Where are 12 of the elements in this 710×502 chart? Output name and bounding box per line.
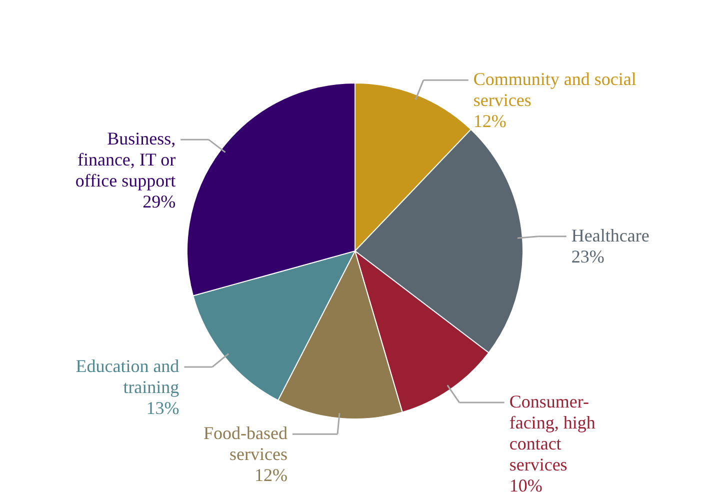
data-label: 29% xyxy=(142,192,176,212)
slice-label: Community and social services xyxy=(473,69,636,110)
data-label: 10% xyxy=(509,476,542,496)
slice-label: Consumer-facing, high contact services xyxy=(509,392,596,475)
data-label: 13% xyxy=(146,398,180,418)
data-label: 12% xyxy=(473,111,506,132)
slice-label: Education and training xyxy=(76,356,180,398)
data-label: 23% xyxy=(571,246,604,266)
slice-label: Food-based services xyxy=(204,423,288,464)
slice-label: Business, finance, IT or office support xyxy=(75,128,176,191)
data-label: 12% xyxy=(254,465,288,486)
slice-label: Healthcare xyxy=(571,225,650,246)
